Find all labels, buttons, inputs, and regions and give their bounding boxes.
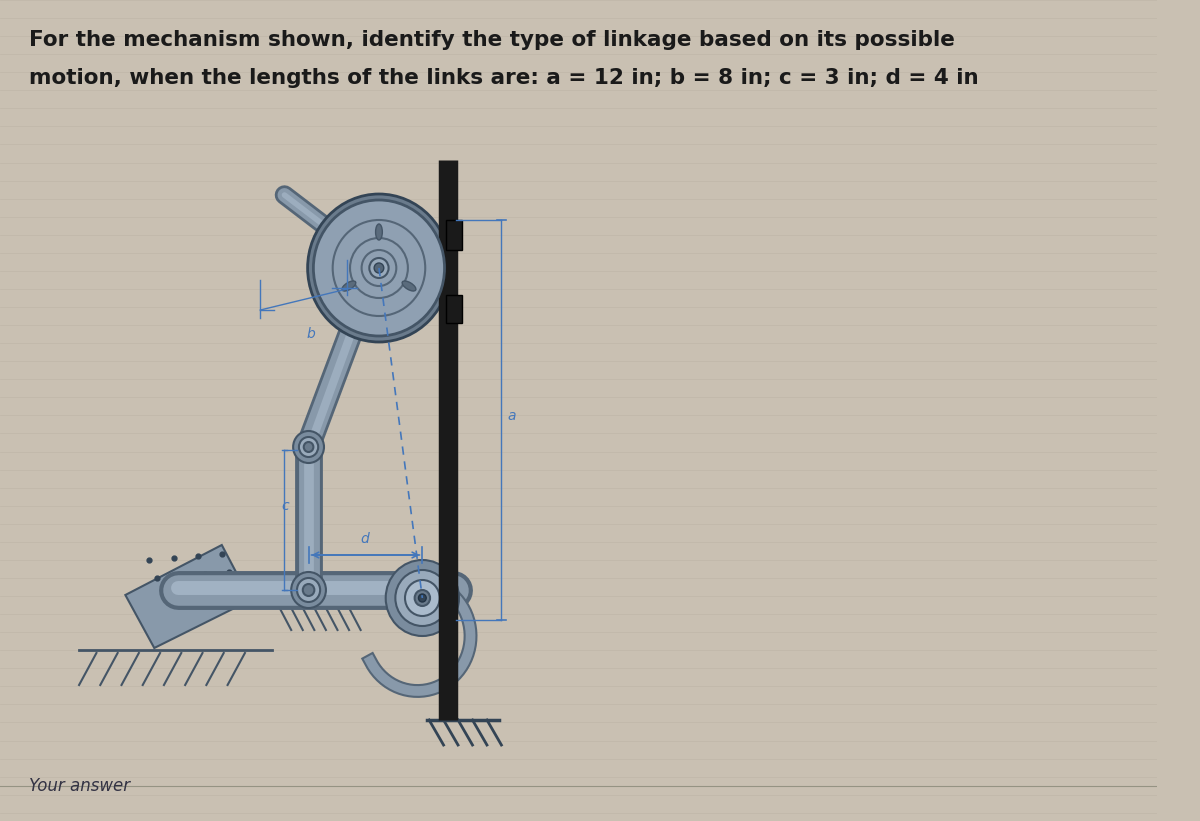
Ellipse shape bbox=[342, 281, 355, 291]
Text: Your answer: Your answer bbox=[29, 777, 130, 795]
Circle shape bbox=[404, 580, 439, 616]
Bar bbox=[446, 295, 462, 323]
Circle shape bbox=[419, 594, 426, 602]
Circle shape bbox=[370, 258, 389, 278]
Polygon shape bbox=[125, 545, 251, 648]
Text: d: d bbox=[361, 532, 370, 546]
Text: For the mechanism shown, identify the type of linkage based on its possible: For the mechanism shown, identify the ty… bbox=[29, 30, 955, 50]
Circle shape bbox=[299, 437, 318, 457]
Text: a: a bbox=[508, 409, 516, 423]
Circle shape bbox=[296, 578, 320, 602]
Ellipse shape bbox=[402, 281, 416, 291]
Circle shape bbox=[313, 200, 444, 336]
Circle shape bbox=[395, 570, 449, 626]
Bar bbox=[446, 220, 462, 250]
Text: motion, when the lengths of the links are: a = 12 in; b = 8 in; c = 3 in; d = 4 : motion, when the lengths of the links ar… bbox=[29, 68, 978, 88]
Circle shape bbox=[415, 590, 430, 606]
Circle shape bbox=[293, 431, 324, 463]
Text: c: c bbox=[282, 499, 289, 513]
Circle shape bbox=[302, 584, 314, 596]
Text: b: b bbox=[307, 327, 316, 341]
Circle shape bbox=[374, 263, 384, 273]
Circle shape bbox=[307, 194, 450, 342]
Ellipse shape bbox=[376, 224, 383, 240]
Circle shape bbox=[385, 560, 458, 636]
Circle shape bbox=[292, 572, 326, 608]
Circle shape bbox=[304, 442, 313, 452]
